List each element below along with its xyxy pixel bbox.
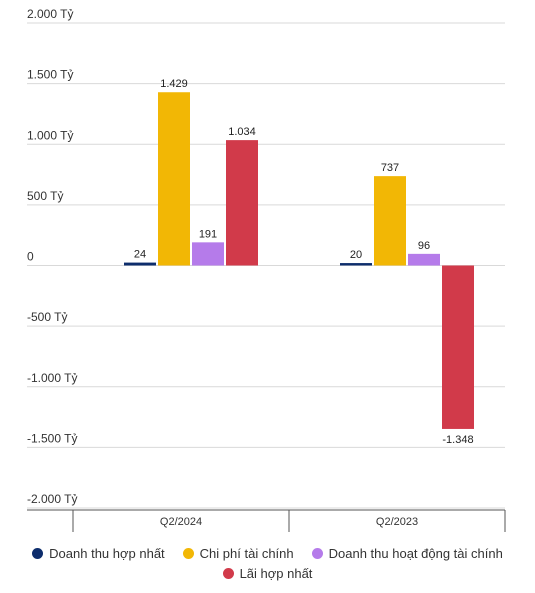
- data-label: -1.348: [442, 434, 473, 446]
- legend-label: Doanh thu hợp nhất: [49, 546, 165, 561]
- data-label: 96: [418, 240, 430, 252]
- legend-label: Lãi hợp nhất: [239, 566, 313, 581]
- bar: [374, 176, 406, 266]
- y-tick-label: 0: [27, 250, 34, 264]
- data-label: 1.034: [228, 126, 256, 138]
- legend-item-doanh-thu-hop-nhat[interactable]: Doanh thu hợp nhất: [32, 546, 165, 561]
- bar: [158, 92, 190, 266]
- legend-row-1: Doanh thu hợp nhất Chi phí tài chính Doa…: [0, 546, 535, 561]
- data-label: 24: [134, 249, 146, 261]
- bar: [408, 253, 440, 266]
- y-tick-label: -1.000 Tỷ: [27, 371, 77, 385]
- bar: [442, 265, 474, 429]
- y-tick-label: 2.000 Tỷ: [27, 7, 73, 21]
- legend-item-lai-hop-nhat[interactable]: Lãi hợp nhất: [222, 566, 313, 581]
- legend-item-doanh-thu-hoat-dong-tai-chinh[interactable]: Doanh thu hoạt động tài chính: [311, 546, 503, 561]
- x-tick-label: Q2/2024: [160, 516, 202, 528]
- data-label: 191: [199, 228, 217, 240]
- y-tick-label: -1.500 Tỷ: [27, 431, 77, 445]
- legend-swatch: [311, 548, 323, 559]
- y-tick-label: 1.500 Tỷ: [27, 68, 73, 82]
- data-label: 1.429: [160, 78, 188, 90]
- data-label: 20: [350, 249, 362, 261]
- legend-label: Chi phí tài chính: [199, 546, 294, 561]
- bar: [340, 263, 372, 266]
- y-tick-label: -2.000 Tỷ: [27, 492, 77, 506]
- legend-row-2: Lãi hợp nhất: [0, 566, 535, 581]
- legend-label: Doanh thu hoạt động tài chính: [328, 546, 503, 561]
- bar: [192, 242, 224, 266]
- bar: [124, 262, 156, 266]
- legend-swatch: [222, 568, 234, 579]
- legend-swatch: [182, 548, 194, 559]
- legend-item-chi-phi-tai-chinh[interactable]: Chi phí tài chính: [182, 546, 294, 561]
- data-label: 737: [381, 162, 399, 174]
- bar-chart: 2.000 Tỷ 1.500 Tỷ 1.000 Tỷ 500 Tỷ 0 -500 Tỷ -1…: [27, 7, 506, 532]
- x-tick-label: Q2/2023: [376, 516, 418, 528]
- y-tick-label: -500 Tỷ: [27, 310, 67, 324]
- y-tick-label: 1.000 Tỷ: [27, 128, 73, 142]
- bar: [226, 140, 258, 266]
- y-tick-label: 500 Tỷ: [27, 189, 63, 203]
- legend-swatch: [32, 548, 44, 559]
